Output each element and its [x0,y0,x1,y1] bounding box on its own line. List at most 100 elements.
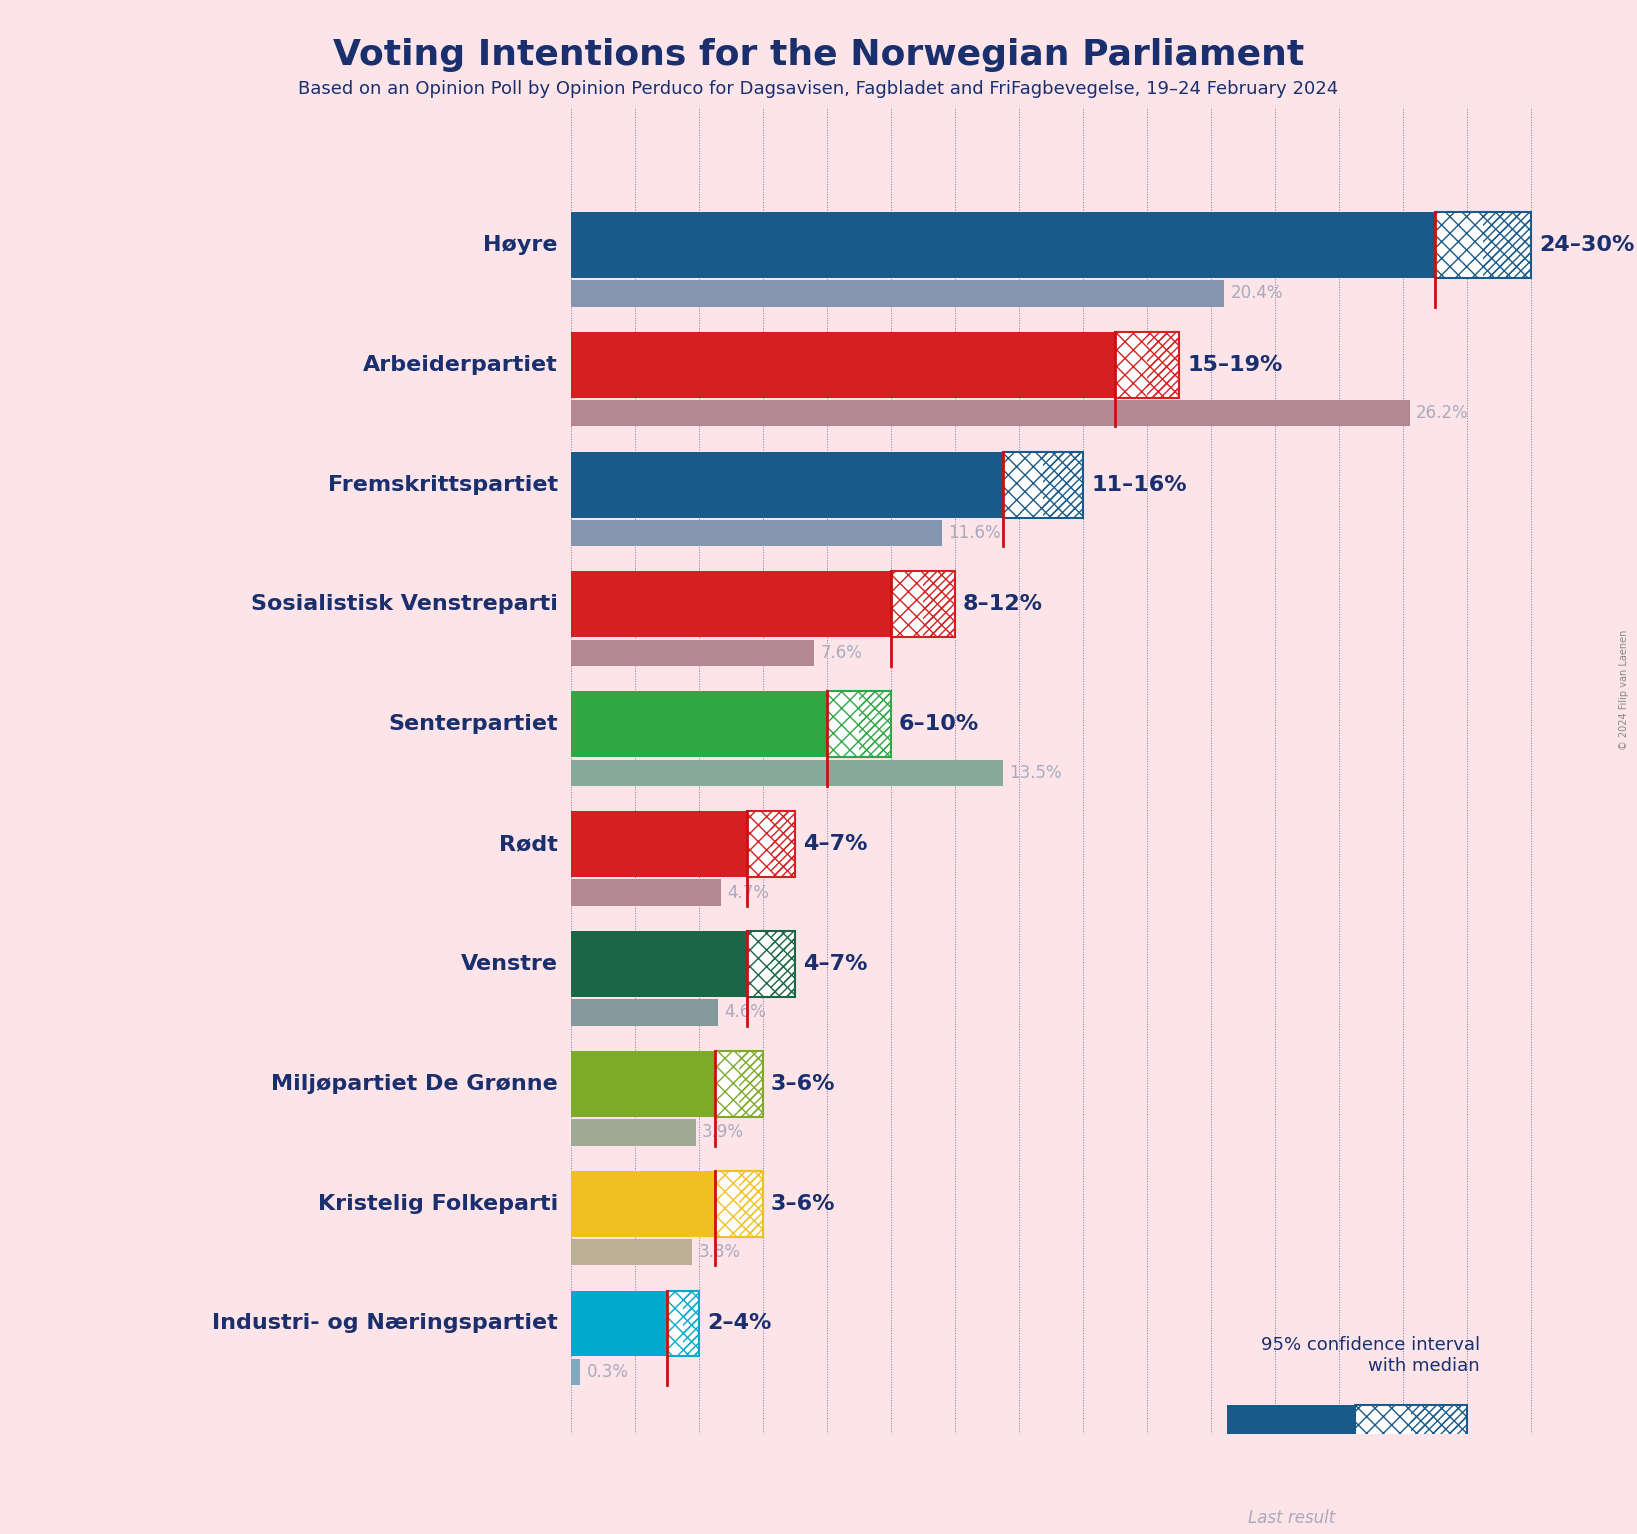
Bar [771,811,796,877]
Text: 20.4%: 20.4% [1231,284,1283,302]
Text: Rødt: Rødt [499,834,558,854]
Bar [1355,1405,1467,1471]
Bar [571,1239,692,1266]
Bar [571,1239,692,1266]
Bar [571,451,1003,517]
Bar [571,999,719,1026]
Text: Last result: Last result [1247,1509,1334,1528]
Text: 24–30%: 24–30% [1539,235,1635,255]
Text: Høyre: Høyre [483,235,558,255]
Bar [1436,212,1531,278]
Bar [571,1359,581,1385]
Bar [746,931,796,997]
Text: © 2024 Filip van Laenen: © 2024 Filip van Laenen [1619,630,1629,750]
Text: Fremskrittspartiet: Fremskrittspartiet [327,474,558,494]
Text: Kristelig Folkeparti: Kristelig Folkeparti [318,1193,558,1213]
Bar [666,1290,699,1356]
Text: 7.6%: 7.6% [820,644,863,663]
Bar [571,400,1409,426]
Bar [1355,1405,1467,1471]
Bar [1043,451,1084,517]
Bar [571,281,1224,307]
Bar [571,879,722,905]
Bar [571,1170,715,1236]
Bar [571,640,814,666]
Text: 13.5%: 13.5% [1010,764,1062,782]
Bar [738,1170,763,1236]
Text: 15–19%: 15–19% [1187,354,1282,374]
Bar [1228,1405,1355,1471]
Text: 26.2%: 26.2% [1416,405,1468,422]
Text: 6–10%: 6–10% [899,715,979,735]
Bar [571,281,1224,307]
Bar [715,1051,763,1117]
Bar [827,692,891,758]
Bar [666,1290,699,1356]
Bar [923,572,954,637]
Bar [571,520,943,546]
Text: 3.8%: 3.8% [699,1243,742,1261]
Text: Sosialistisk Venstreparti: Sosialistisk Venstreparti [250,594,558,615]
Bar [571,692,827,758]
Text: 4.6%: 4.6% [725,1003,766,1022]
Bar [1436,212,1531,278]
Bar [571,572,891,637]
Bar [683,1290,699,1356]
Text: Voting Intentions for the Norwegian Parliament: Voting Intentions for the Norwegian Parl… [332,38,1305,72]
Bar [571,1051,715,1117]
Text: 4.7%: 4.7% [727,884,769,902]
Bar [1483,212,1531,278]
Text: 3.9%: 3.9% [702,1123,743,1141]
Text: 3–6%: 3–6% [771,1074,835,1094]
Text: 11–16%: 11–16% [1090,474,1187,494]
Bar [571,212,1436,278]
Text: 3–6%: 3–6% [771,1193,835,1213]
Bar [1228,1473,1355,1500]
Bar [715,1170,763,1236]
Bar [746,931,796,997]
Bar [715,1051,763,1117]
Text: Arbeiderpartiet: Arbeiderpartiet [363,354,558,374]
Text: 2–4%: 2–4% [707,1313,771,1333]
Bar [571,1120,696,1146]
Bar [571,520,943,546]
Text: 95% confidence interval
with median: 95% confidence interval with median [1260,1336,1480,1374]
Bar [771,931,796,997]
Text: 8–12%: 8–12% [963,594,1043,615]
Bar [571,400,1409,426]
Bar [571,1290,666,1356]
Bar [1003,451,1084,517]
Text: Venstre: Venstre [462,954,558,974]
Bar [746,811,796,877]
Bar [1115,331,1179,397]
Bar [891,572,954,637]
Bar [571,1120,696,1146]
Bar [746,811,796,877]
Bar [571,931,746,997]
Text: 11.6%: 11.6% [948,525,1002,542]
Bar [571,879,722,905]
Text: 4–7%: 4–7% [802,834,868,854]
Bar [1411,1405,1467,1471]
Bar [859,692,891,758]
Text: 4–7%: 4–7% [802,954,868,974]
Bar [715,1170,763,1236]
Text: Senterpartiet: Senterpartiet [388,715,558,735]
Bar [571,331,1115,397]
Bar [571,759,1003,785]
Text: Based on an Opinion Poll by Opinion Perduco for Dagsavisen, Fagbladet and FriFag: Based on an Opinion Poll by Opinion Perd… [298,80,1339,98]
Text: Industri- og Næringspartiet: Industri- og Næringspartiet [213,1313,558,1333]
Bar [738,1051,763,1117]
Bar [827,692,891,758]
Bar [571,999,719,1026]
Bar [1003,451,1084,517]
Bar [891,572,954,637]
Bar [571,811,746,877]
Bar [571,640,814,666]
Text: Miljøpartiet De Grønne: Miljøpartiet De Grønne [272,1074,558,1094]
Bar [1115,331,1179,397]
Text: 0.3%: 0.3% [586,1364,629,1381]
Bar [571,759,1003,785]
Bar [571,1359,581,1385]
Bar [1148,331,1179,397]
